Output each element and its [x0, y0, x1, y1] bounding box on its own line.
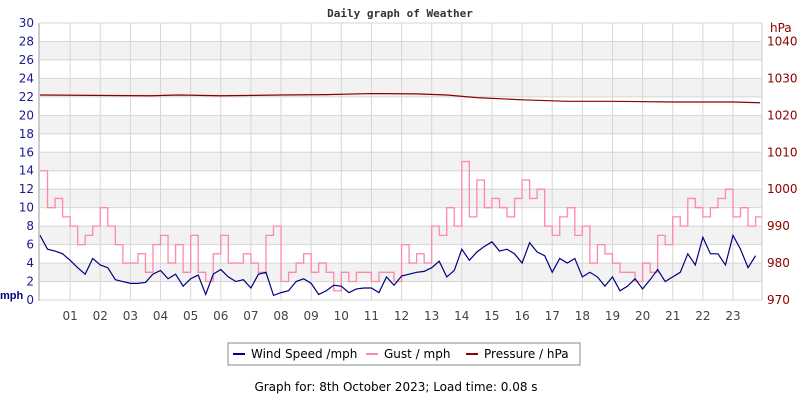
- left-tick-label: 14: [19, 164, 34, 178]
- x-tick-label: 06: [213, 309, 228, 323]
- right-tick-label: 1030: [767, 71, 798, 85]
- left-tick-label: 10: [19, 201, 34, 215]
- x-tick-label: 13: [424, 309, 439, 323]
- right-tick-label: 980: [767, 256, 790, 270]
- left-tick-label: 12: [19, 182, 34, 196]
- left-axis-label: mph: [0, 290, 24, 302]
- legend-gust: Gust / mph: [384, 347, 450, 361]
- x-tick-label: 09: [304, 309, 319, 323]
- left-tick-label: 30: [19, 16, 34, 30]
- legend: Wind Speed /mph Gust / mph Pressure / hP…: [228, 343, 580, 365]
- right-tick-label: 970: [767, 293, 790, 307]
- x-tick-label: 22: [695, 309, 710, 323]
- left-tick-label: 24: [19, 71, 34, 85]
- grid-band: [40, 115, 762, 133]
- x-tick-label: 23: [725, 309, 740, 323]
- left-tick-label: 8: [26, 219, 34, 233]
- legend-pressure: Pressure / hPa: [484, 347, 569, 361]
- left-tick-label: 22: [19, 90, 34, 104]
- left-tick-label: 18: [19, 127, 34, 141]
- left-tick-label: 26: [19, 53, 34, 67]
- left-tick-label: 0: [26, 293, 34, 307]
- right-tick-label: 1040: [767, 34, 798, 48]
- x-tick-label: 16: [514, 309, 529, 323]
- x-tick-label: 05: [183, 309, 198, 323]
- footer-text: Graph for: 8th October 2023; Load time: …: [254, 380, 537, 394]
- grid-band: [40, 189, 762, 207]
- x-tick-label: 07: [243, 309, 258, 323]
- x-tick-label: 14: [454, 309, 469, 323]
- grid-band: [40, 226, 762, 244]
- grid-band: [40, 41, 762, 59]
- right-tick-label: 1020: [767, 108, 798, 122]
- x-tick-label: 15: [484, 309, 499, 323]
- x-tick-label: 02: [93, 309, 108, 323]
- x-tick-label: 20: [635, 309, 650, 323]
- grid-band: [40, 152, 762, 170]
- left-tick-label: 2: [26, 275, 34, 289]
- left-tick-label: 28: [19, 34, 34, 48]
- x-tick-label: 04: [153, 309, 168, 323]
- left-tick-label: 4: [26, 256, 34, 270]
- x-tick-label: 03: [123, 309, 138, 323]
- x-tick-label: 21: [665, 309, 680, 323]
- x-tick-label: 08: [273, 309, 288, 323]
- x-tick-label: 19: [605, 309, 620, 323]
- right-tick-label: 1010: [767, 145, 798, 159]
- x-tick-label: 11: [364, 309, 379, 323]
- x-tick-label: 17: [545, 309, 560, 323]
- x-tick-label: 01: [62, 309, 77, 323]
- left-tick-label: 16: [19, 145, 34, 159]
- legend-wind: Wind Speed /mph: [251, 347, 357, 361]
- right-tick-label: 1000: [767, 182, 798, 196]
- x-tick-label: 18: [575, 309, 590, 323]
- x-tick-label: 12: [394, 309, 409, 323]
- right-tick-label: 990: [767, 219, 790, 233]
- left-tick-label: 6: [26, 238, 34, 252]
- right-axis-label: hPa: [770, 21, 792, 35]
- left-tick-label: 20: [19, 108, 34, 122]
- chart-title: Daily graph of Weather: [327, 7, 473, 20]
- x-tick-label: 10: [334, 309, 349, 323]
